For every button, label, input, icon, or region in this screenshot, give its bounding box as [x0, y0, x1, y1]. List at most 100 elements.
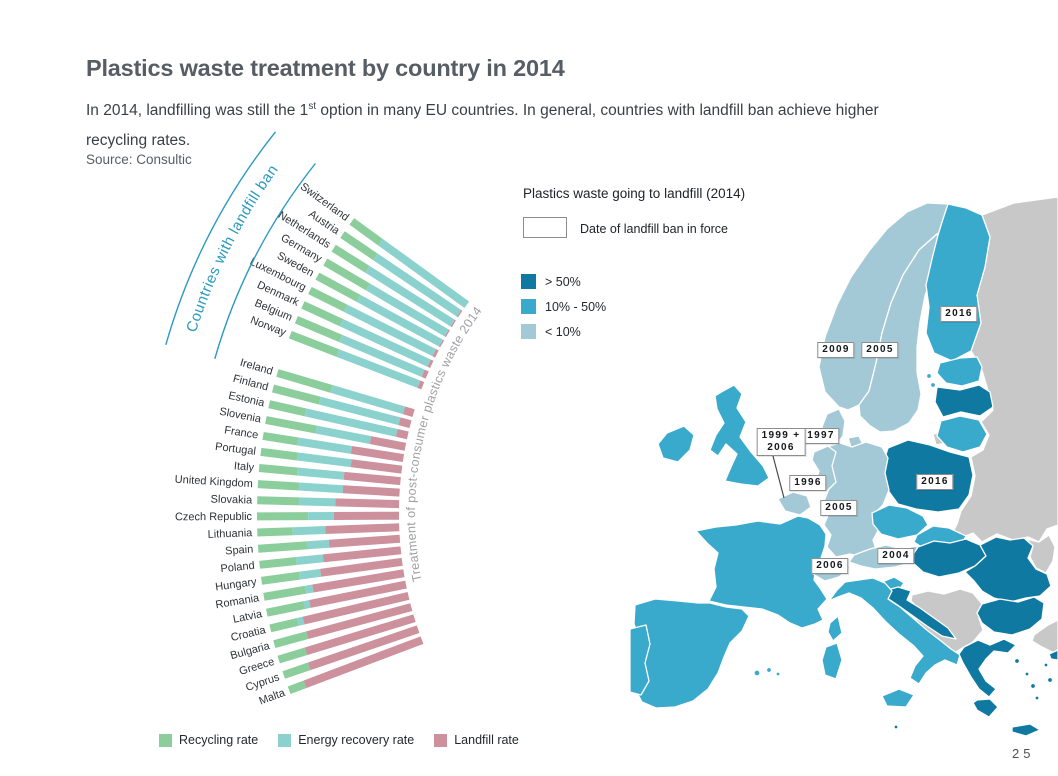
- fan-bar-segment-recycling-rate: [277, 647, 308, 664]
- country-belgium: [777, 491, 812, 516]
- country-romania: [964, 536, 1052, 603]
- map-legend-swatch: [521, 299, 536, 314]
- fan-bar-segment-energy-recovery-rate: [318, 396, 401, 426]
- country-malta: [893, 724, 899, 730]
- country-crete: [1011, 723, 1041, 737]
- fan-bar-segment-energy-recovery-rate: [378, 238, 470, 308]
- fan-bar-segment-energy-recovery-rate: [297, 437, 353, 454]
- fan-bar-segment-energy-recovery-rate: [296, 616, 305, 626]
- fan-bar-segment-recycling-rate: [268, 400, 307, 417]
- fan-bar-segment-recycling-rate: [294, 316, 343, 343]
- fan-bar-segment-landfill-rate: [325, 523, 400, 534]
- fan-bar-segment-energy-recovery-rate: [298, 568, 322, 580]
- country-balearic-islands: [775, 671, 781, 677]
- subtitle-line2: recycling rates.: [86, 132, 191, 149]
- fan-bar-segment-recycling-rate: [259, 557, 297, 569]
- fan-bar-segment-landfill-rate: [450, 319, 456, 328]
- fan-bar-segment-landfill-rate: [307, 625, 420, 671]
- fan-chart: SwitzerlandAustriaNetherlandsGermanySwed…: [165, 131, 485, 708]
- fan-bar-segment-recycling-rate: [260, 571, 301, 585]
- country-aegean-islands: [1024, 671, 1030, 677]
- fan-bar-segment-energy-recovery-rate: [296, 467, 345, 480]
- fan-bar-segment-landfill-rate: [395, 428, 409, 440]
- fan-bar-segment-energy-recovery-rate: [373, 253, 462, 317]
- map-class-legend: > 50% 10% - 50% < 10%: [521, 269, 606, 344]
- fan-country-label: Slovakia: [210, 493, 253, 506]
- fan-country-label: Malta: [257, 687, 287, 708]
- fan-bar-segment-recycling-rate: [349, 218, 383, 246]
- country-aegean-islands: [1029, 682, 1037, 690]
- fan-bar-segment-landfill-rate: [350, 445, 405, 463]
- fan-bar-segment-landfill-rate: [350, 459, 403, 474]
- source-note: Source: Consultic: [86, 152, 192, 167]
- fan-bar-segment-landfill-rate: [312, 569, 405, 593]
- fan-country-label: Latvia: [232, 608, 264, 626]
- fan-bar-segment-landfill-rate: [343, 471, 401, 486]
- fan-chart-legend: Recycling rate Energy recovery rate Landfi…: [159, 733, 519, 747]
- fan-bar-segment-landfill-rate: [369, 436, 407, 451]
- country-ireland: [657, 425, 695, 463]
- fan-bar-segment-landfill-rate: [302, 592, 410, 625]
- country-cyprus: [1048, 649, 1058, 661]
- subtitle-text: In 2014, landfilling was still the 1: [86, 102, 309, 119]
- fan-bar-segment-recycling-rate: [287, 680, 307, 694]
- landfill-ban-outer-arc: [165, 131, 277, 345]
- subtitle-text-cont: option in many EU countries. In general,…: [316, 102, 879, 119]
- fan-bar-segment-energy-recovery-rate: [299, 497, 336, 507]
- country-greece-peloponnese: [972, 698, 999, 718]
- fan-bar-segment-recycling-rate: [257, 480, 300, 491]
- country-netherlands: [811, 445, 837, 493]
- legend-swatch: [434, 733, 448, 747]
- page-subtitle: In 2014, landfilling was still the 1st o…: [86, 96, 966, 156]
- legend-item: Landfill rate: [434, 733, 519, 747]
- fan-country-label: Czech Republic: [175, 511, 253, 523]
- fan-country-label: France: [223, 424, 259, 441]
- fan-bars: [256, 218, 470, 694]
- country-greece: [958, 638, 1017, 698]
- fan-country-label: Slovenia: [218, 406, 263, 426]
- country-aegean-islands: [1034, 695, 1040, 701]
- fan-bar-segment-energy-recovery-rate: [297, 452, 352, 468]
- fan-bar-segment-landfill-rate: [303, 636, 424, 688]
- fan-country-label: Estonia: [227, 390, 266, 410]
- ban-date-box-sample: [523, 217, 567, 238]
- fan-country-label: Spain: [225, 544, 254, 558]
- fan-country-label: Romania: [215, 592, 261, 611]
- landfill-ban-inner-arc: [214, 163, 316, 359]
- fan-bar-segment-landfill-rate: [438, 339, 445, 348]
- country-lithuania: [936, 415, 988, 453]
- map-legend-swatch: [521, 324, 536, 339]
- fan-bar-segment-recycling-rate: [263, 585, 307, 601]
- map-legend-row: 10% - 50%: [521, 294, 606, 319]
- subtitle-superscript: st: [308, 100, 317, 112]
- fan-country-label: Poland: [220, 560, 255, 575]
- belgium-label-leader-line: [772, 455, 785, 499]
- country-italy: [828, 577, 961, 685]
- map-legend-row: < 10%: [521, 319, 606, 344]
- country-balearic-islands: [765, 666, 773, 674]
- fan-bar-segment-recycling-rate: [340, 231, 378, 261]
- ban-date-box-label: Date of landfill ban in force: [580, 222, 729, 236]
- fan-bar-segment-energy-recovery-rate: [366, 283, 449, 337]
- legend-label: Landfill rate: [454, 733, 519, 747]
- legend-swatch: [159, 733, 172, 747]
- fan-bar-segment-landfill-rate: [417, 380, 425, 390]
- europe-map: 2016 2009 2005 1997 1999 + 2006 1996 2005 2016 2…: [629, 195, 1058, 756]
- map-legend-label: 10% - 50%: [545, 299, 607, 314]
- fan-country-label: Lithuania: [207, 527, 253, 541]
- legend-item: Recycling rate: [159, 733, 258, 747]
- country-czech-republic: [871, 504, 929, 540]
- country-estonia-islands: [929, 381, 937, 389]
- fan-bar-segment-recycling-rate: [276, 369, 333, 393]
- country-portugal: [629, 624, 651, 696]
- fan-bar-segment-recycling-rate: [262, 431, 299, 446]
- fan-bar-segment-landfill-rate: [328, 534, 401, 548]
- fan-bar-segment-landfill-rate: [335, 498, 400, 509]
- legend-label: Recycling rate: [179, 733, 259, 747]
- europe-map-svg: [629, 196, 1058, 737]
- fan-bar-segment-energy-recovery-rate: [304, 408, 398, 437]
- fan-bar-segment-recycling-rate: [301, 301, 344, 327]
- page-number: 25: [1012, 746, 1035, 761]
- fan-bar-segment-landfill-rate: [342, 485, 400, 497]
